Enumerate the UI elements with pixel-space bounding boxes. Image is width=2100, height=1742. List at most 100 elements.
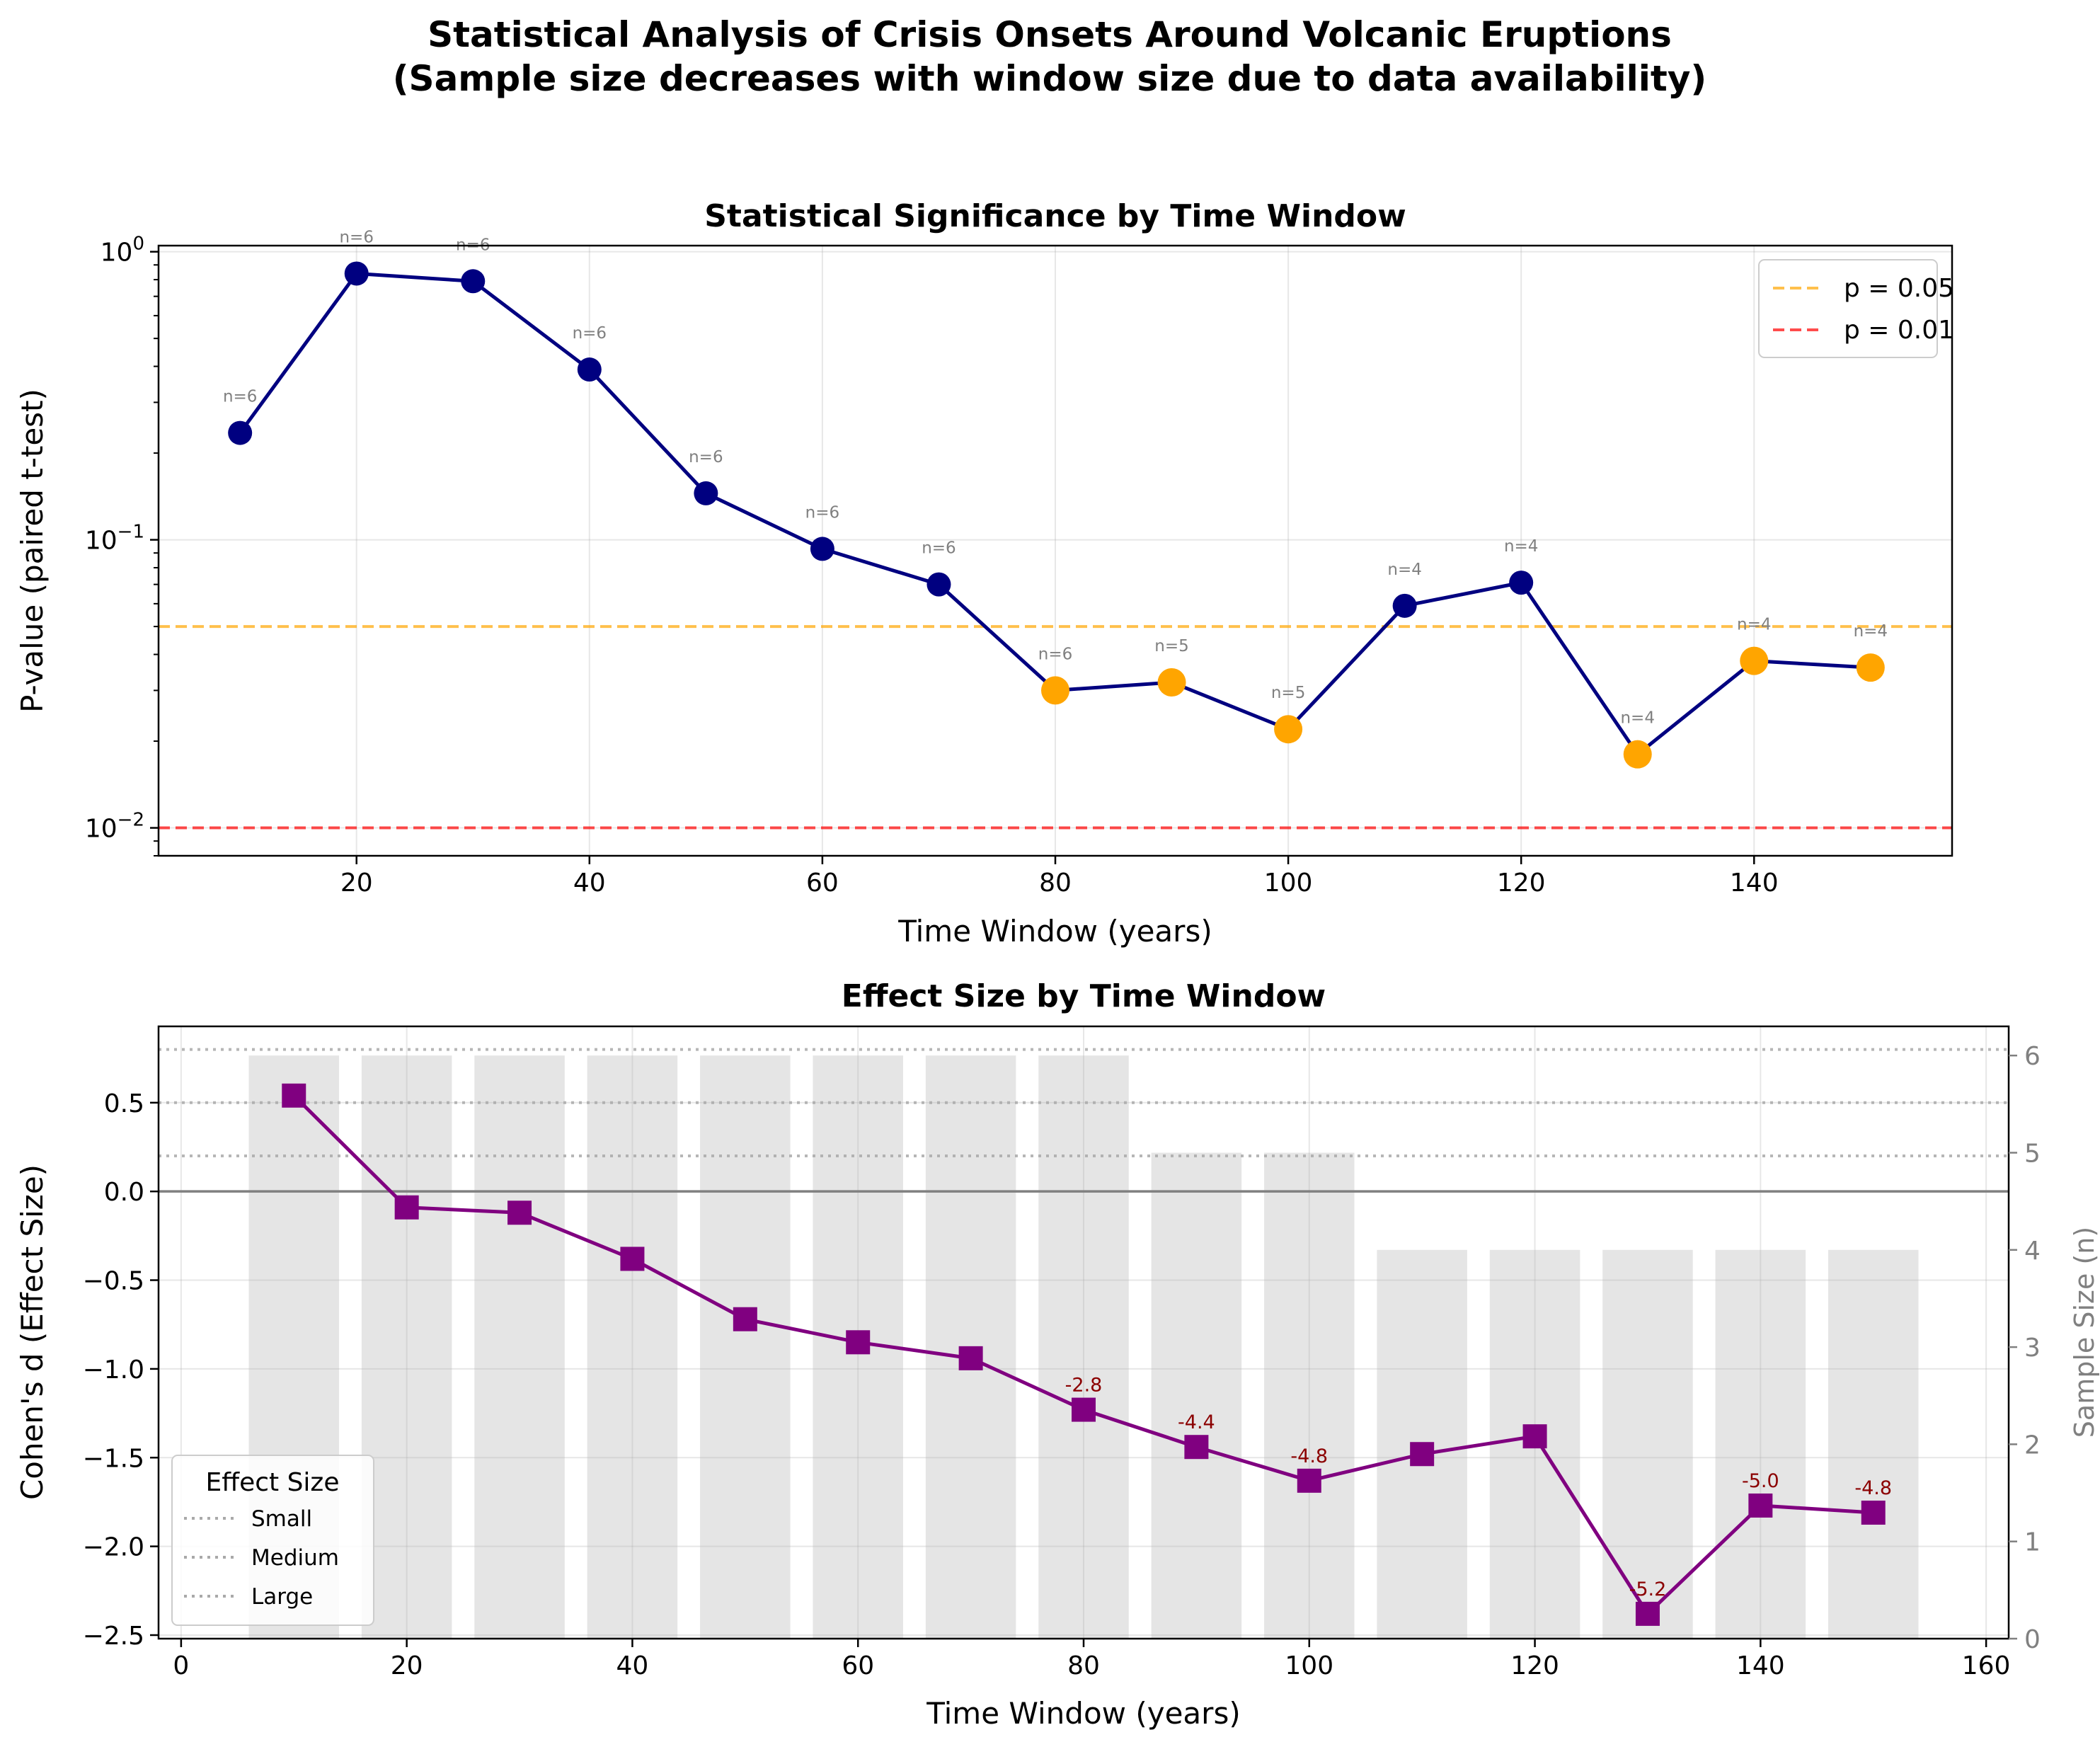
figure-title-line-1: Statistical Analysis of Crisis Onsets Ar…: [428, 14, 1672, 55]
effect-size-legend-title: Effect Size: [206, 1468, 340, 1497]
right-y-tick-label: 3: [2024, 1334, 2041, 1363]
y-tick-label: 10−1: [85, 522, 144, 556]
effect-size-annotation: -4.8: [1290, 1445, 1328, 1467]
significant-point: [1274, 715, 1303, 744]
data-point: [1509, 571, 1534, 595]
sample-size-bar: [1264, 1152, 1355, 1639]
p-value-grid: [159, 246, 1952, 856]
significant-point: [1623, 740, 1652, 769]
right-y-tick-label: 2: [2024, 1431, 2041, 1460]
effect-size-point: [507, 1201, 532, 1225]
effect-size-annotation: -5.0: [1742, 1470, 1779, 1492]
effect-size-point: [1748, 1493, 1773, 1518]
sample-size-label: n=5: [1271, 684, 1305, 702]
effect-size-series: [282, 1083, 1886, 1626]
effect-size-y-ticks: 0.5 0.0 −0.5 −1.0 −1.5 −2.0 −2.5: [83, 1089, 159, 1651]
sample-size-bar: [1151, 1152, 1242, 1639]
y-tick-label: −1.0: [83, 1356, 144, 1385]
p-value-x-axis-label: Time Window (years): [897, 914, 1212, 949]
sample-size-bar: [587, 1055, 678, 1639]
y-tick-label: −2.0: [83, 1533, 144, 1562]
right-y-tick-label: 4: [2024, 1237, 2041, 1266]
y-tick-label: −1.5: [83, 1444, 144, 1473]
sample-size-label: n=4: [1854, 622, 1888, 641]
effect-size-point: [733, 1307, 757, 1331]
data-point: [344, 261, 369, 286]
x-tick-label: 40: [616, 1651, 649, 1680]
legend-label-small: Small: [251, 1506, 312, 1532]
sample-size-label: n=6: [922, 539, 956, 558]
effect-size-point: [1861, 1500, 1886, 1525]
sample-size-label: n=4: [1737, 616, 1771, 634]
sample-size-label: n=6: [805, 503, 839, 522]
x-tick-label: 80: [1039, 869, 1072, 898]
x-tick-label: 160: [1962, 1651, 2011, 1680]
effect-size-panel: Effect Size by Time Window -2.8-4.4-4.8-…: [15, 978, 2100, 1731]
sample-size-label: n=5: [1154, 637, 1188, 655]
sample-size-label: n=6: [223, 388, 257, 406]
effect-size-x-axis-label: Time Window (years): [926, 1696, 1240, 1731]
legend-label-p001: p = 0.01: [1844, 316, 1954, 345]
y-tick-label: 100: [101, 234, 144, 268]
x-tick-label: 100: [1264, 869, 1313, 898]
effect-size-point: [620, 1247, 645, 1271]
data-point: [461, 269, 486, 294]
legend-label-large: Large: [251, 1584, 313, 1610]
p-value-threshold-lines: [159, 625, 1952, 830]
x-tick-label: 60: [806, 869, 839, 898]
sample-size-label: n=4: [1387, 561, 1421, 579]
x-tick-label: 20: [340, 869, 373, 898]
p-value-series: [228, 261, 1885, 769]
sample-size-bar: [1828, 1249, 1919, 1639]
sample-size-bar: [1715, 1249, 1806, 1639]
y-tick-label: 10−2: [85, 810, 144, 844]
x-tick-label: 140: [1730, 869, 1779, 898]
x-tick-label: 40: [573, 869, 606, 898]
sample-size-labels: n=6n=6 n=6n=6n=6n=6n=6n=6 n=5n=5n=4n=4n=4n…: [223, 228, 1888, 727]
x-tick-label: 80: [1067, 1651, 1100, 1680]
sample-size-bar: [700, 1055, 791, 1639]
effect-size-point: [1184, 1435, 1209, 1460]
data-point: [694, 481, 718, 505]
legend-label-p005: p = 0.05: [1844, 274, 1954, 303]
y-tick-label: −0.5: [83, 1267, 144, 1296]
effect-size-annotations: -2.8 -4.4 -4.8 -5.2 -5.0 -4.8: [1065, 1375, 1892, 1600]
sample-size-label: n=4: [1504, 537, 1538, 556]
effect-size-point: [958, 1346, 983, 1370]
data-point: [926, 572, 951, 597]
significant-point: [1856, 653, 1885, 682]
x-tick-label: 120: [1497, 869, 1546, 898]
effect-size-reference-lines: [159, 1048, 2009, 1193]
effect-size-point: [846, 1330, 871, 1355]
right-y-tick-label: 6: [2024, 1042, 2041, 1071]
sample-size-label: n=4: [1620, 709, 1654, 728]
sample-size-bar: [1602, 1249, 1693, 1639]
y-tick-label: 0.0: [104, 1178, 144, 1207]
effect-size-point: [282, 1083, 306, 1108]
x-tick-label: 120: [1510, 1651, 1559, 1680]
sample-size-bar: [361, 1055, 452, 1639]
effect-size-y-axis-label: Cohen's d (Effect Size): [15, 1164, 50, 1500]
effect-size-point: [1635, 1601, 1660, 1626]
effect-size-legend: Effect Size Small Medium Large: [171, 1455, 374, 1626]
p-value-y-ticks: 100 10−1 10−2: [85, 234, 159, 856]
figure-title-line-2: (Sample size decreases with window size …: [393, 58, 1707, 99]
effect-size-point: [1072, 1397, 1096, 1422]
right-y-tick-label: 1: [2024, 1528, 2041, 1557]
x-tick-label: 140: [1736, 1651, 1785, 1680]
threshold-legend: p = 0.05 p = 0.01: [1758, 259, 1954, 358]
significant-point: [1041, 676, 1069, 705]
effect-size-point: [1297, 1468, 1321, 1493]
significant-point: [1740, 646, 1769, 675]
data-point: [228, 420, 253, 445]
data-point: [577, 357, 602, 382]
effect-size-point: [1522, 1424, 1547, 1449]
p-value-y-axis-label: P-value (paired t-test): [15, 389, 50, 713]
effect-size-annotation: -2.8: [1065, 1375, 1103, 1397]
sample-size-label: n=6: [1038, 645, 1072, 663]
sample-size-label: n=6: [339, 228, 373, 246]
data-point: [1392, 593, 1417, 618]
effect-size-point: [1410, 1442, 1435, 1467]
p-value-panel-title: Statistical Significance by Time Window: [704, 198, 1406, 234]
